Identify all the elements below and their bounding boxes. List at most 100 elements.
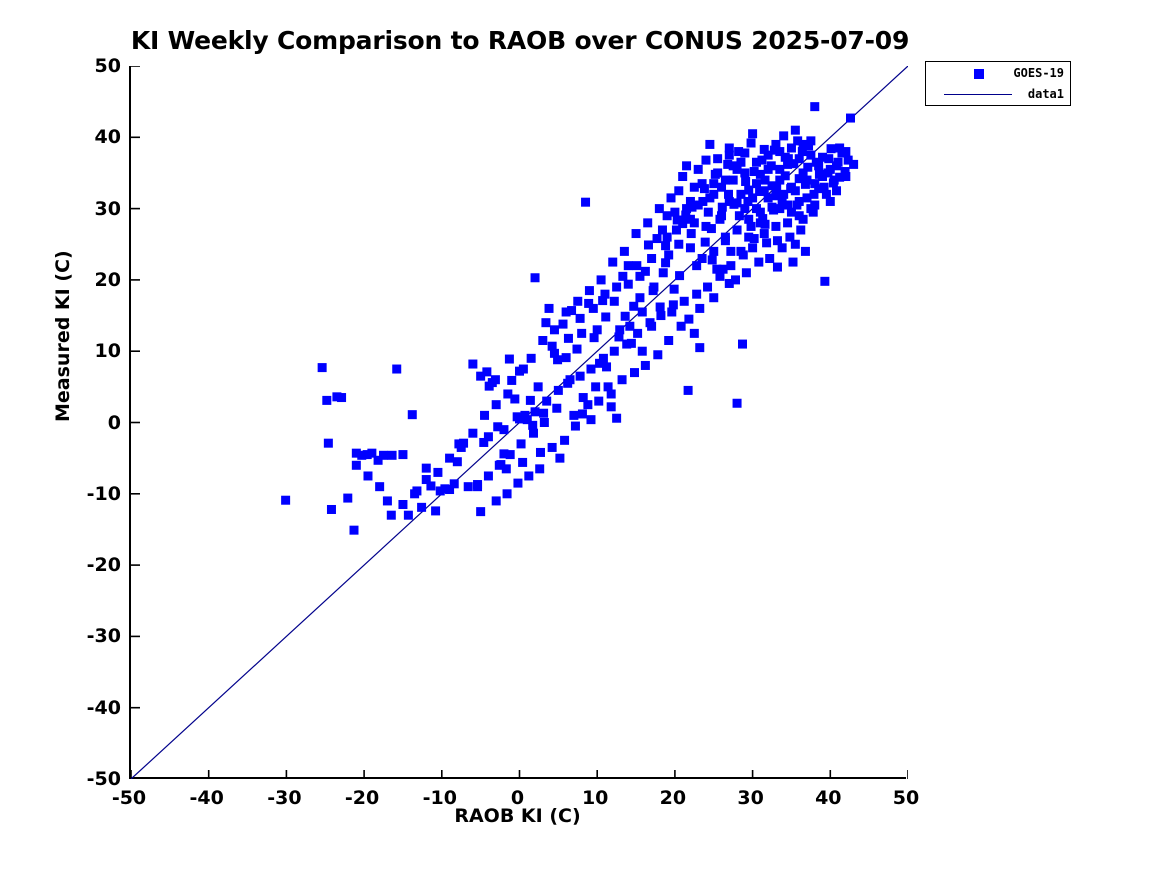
axis-tick-marks (131, 66, 908, 779)
scatter-point (736, 246, 746, 256)
scatter-point (584, 298, 594, 308)
scatter-point (794, 196, 804, 206)
scatter-point (538, 336, 548, 346)
scatter-point (695, 343, 705, 353)
scatter-point (809, 189, 819, 199)
scatter-point (689, 182, 699, 192)
scatter-point (584, 286, 594, 296)
scatter-point (518, 457, 528, 467)
scatter-point (683, 385, 693, 395)
scatter-point (751, 179, 761, 189)
scatter-point (518, 364, 528, 374)
scatter-point (577, 328, 587, 338)
legend-row-goes19[interactable]: GOES-19 (926, 63, 1070, 84)
scatter-point (367, 448, 377, 458)
scatter-point (703, 282, 713, 292)
scatter-point (533, 382, 543, 392)
scatter-point (654, 204, 664, 214)
scatter-point (833, 157, 843, 167)
scatter-point (779, 131, 789, 141)
scatter-point (603, 382, 613, 392)
scatter-point (835, 172, 845, 182)
scatter-point (421, 475, 431, 485)
scatter-point (689, 328, 699, 338)
scatter-point (734, 147, 744, 157)
scatter-point (648, 286, 658, 296)
scatter-point (705, 139, 715, 149)
scatter-point (692, 289, 702, 299)
scatter-point (825, 196, 835, 206)
scatter-point (463, 482, 473, 492)
scatter-point (525, 395, 535, 405)
scatter-point (629, 301, 639, 311)
scatter-point (575, 313, 585, 323)
scatter-point (528, 428, 538, 438)
scatter-point (759, 186, 769, 196)
scatter-point (698, 196, 708, 206)
scatter-point (661, 241, 671, 251)
scatter-point (810, 200, 820, 210)
scatter-point (608, 257, 618, 267)
scatter-point (553, 355, 563, 365)
scatter-point (435, 486, 445, 496)
scatter-point (594, 396, 604, 406)
scatter-point (760, 219, 770, 229)
y-tick-label: 40 (94, 126, 121, 149)
scatter-point (820, 276, 830, 286)
scatter-point (483, 432, 493, 442)
scatter-point (732, 198, 742, 208)
scatter-point (653, 350, 663, 360)
scatter-point (675, 271, 685, 281)
scatter-point (700, 237, 710, 247)
scatter-point (403, 510, 413, 520)
scatter-point (732, 164, 742, 174)
scatter-point (744, 214, 754, 224)
scatter-point (617, 375, 627, 385)
scatter-point (661, 258, 671, 268)
scatter-point (765, 254, 775, 264)
scatter-point (736, 157, 746, 167)
scatter-point (775, 204, 785, 214)
scatter-point (606, 402, 616, 412)
plot-area (129, 66, 908, 779)
scatter-point (767, 202, 777, 212)
scatter-point (337, 393, 347, 403)
scatter-point (709, 179, 719, 189)
scatter-point (736, 189, 746, 199)
scatter-point (586, 364, 596, 374)
legend-row-data1[interactable]: data1 (926, 84, 1070, 105)
scatter-point (720, 175, 730, 185)
scatter-point (790, 239, 800, 249)
scatter-point (757, 155, 767, 165)
scatter-point (793, 136, 803, 146)
scatter-point (373, 455, 383, 465)
scatter-point (763, 164, 773, 174)
legend[interactable]: GOES-19 data1 (925, 61, 1071, 106)
scatter-point (637, 346, 647, 356)
scatter-point (740, 148, 750, 158)
scatter-point (746, 138, 756, 148)
scatter-point (706, 224, 716, 234)
scatter-point (810, 179, 820, 189)
scatter-point (740, 204, 750, 214)
scatter-point (363, 471, 373, 481)
scatter-point (684, 314, 694, 324)
scatter-point (818, 152, 828, 162)
scatter-point (522, 415, 532, 425)
scatter-point (588, 303, 598, 313)
scatter-point (772, 236, 782, 246)
scatter-point (743, 196, 753, 206)
scatter-point (771, 191, 781, 201)
scatter-point (502, 489, 512, 499)
scatter-point (726, 246, 736, 256)
scatter-point (664, 250, 674, 260)
scatter-point (398, 499, 408, 509)
scatter-point (668, 300, 678, 310)
scatter-point (501, 464, 511, 474)
scatter-point (798, 168, 808, 178)
scatter-point (794, 174, 804, 184)
scatter-point (723, 159, 733, 169)
scatter-point (573, 296, 583, 306)
scatter-point (468, 428, 478, 438)
x-tick-label: -10 (422, 787, 457, 809)
